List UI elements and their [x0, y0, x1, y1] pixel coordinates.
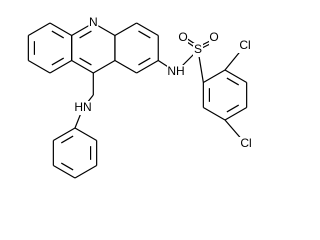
bond [60, 162, 74, 171]
label-background [74, 101, 92, 115]
bond [53, 164, 76, 179]
bond [79, 30, 92, 39]
bonds [27, 22, 248, 179]
bond [51, 57, 65, 66]
atom-label: HN [74, 100, 91, 114]
label-background [193, 43, 203, 57]
bond [79, 57, 92, 66]
bond [224, 106, 247, 121]
bond [114, 22, 137, 37]
atom-label: Cl [239, 38, 250, 52]
atom-labels: N HN NH SO O Cl Cl [74, 15, 253, 151]
label-background [88, 16, 99, 30]
atom-label: Cl [240, 136, 251, 150]
bond [224, 69, 247, 84]
label-background [209, 31, 219, 45]
label-background [167, 65, 185, 79]
bond [226, 104, 240, 113]
bond [28, 59, 51, 74]
atom-label: O [209, 30, 218, 44]
bond [203, 69, 226, 84]
bond [138, 30, 151, 39]
bond [203, 106, 226, 121]
bond [136, 22, 159, 37]
bond [138, 57, 151, 66]
bond [53, 127, 76, 142]
bond [74, 127, 97, 142]
structure-diagram: N HN NH SO O Cl Cl [27, 15, 253, 179]
bond [136, 59, 159, 74]
bond [49, 22, 72, 37]
bond [49, 59, 72, 74]
bond [93, 59, 116, 74]
label-background [239, 137, 253, 151]
bond [51, 30, 65, 39]
bond [71, 59, 94, 74]
bond [28, 22, 51, 37]
bond [74, 164, 97, 179]
label-background [178, 31, 188, 45]
atom-label: O [178, 30, 187, 44]
atom-label: N [89, 15, 98, 29]
bond [226, 77, 240, 86]
label-background [238, 39, 252, 53]
bond [60, 135, 74, 144]
atom-label: NH [167, 64, 184, 78]
atom-label: S [194, 42, 202, 56]
bond [114, 59, 137, 74]
